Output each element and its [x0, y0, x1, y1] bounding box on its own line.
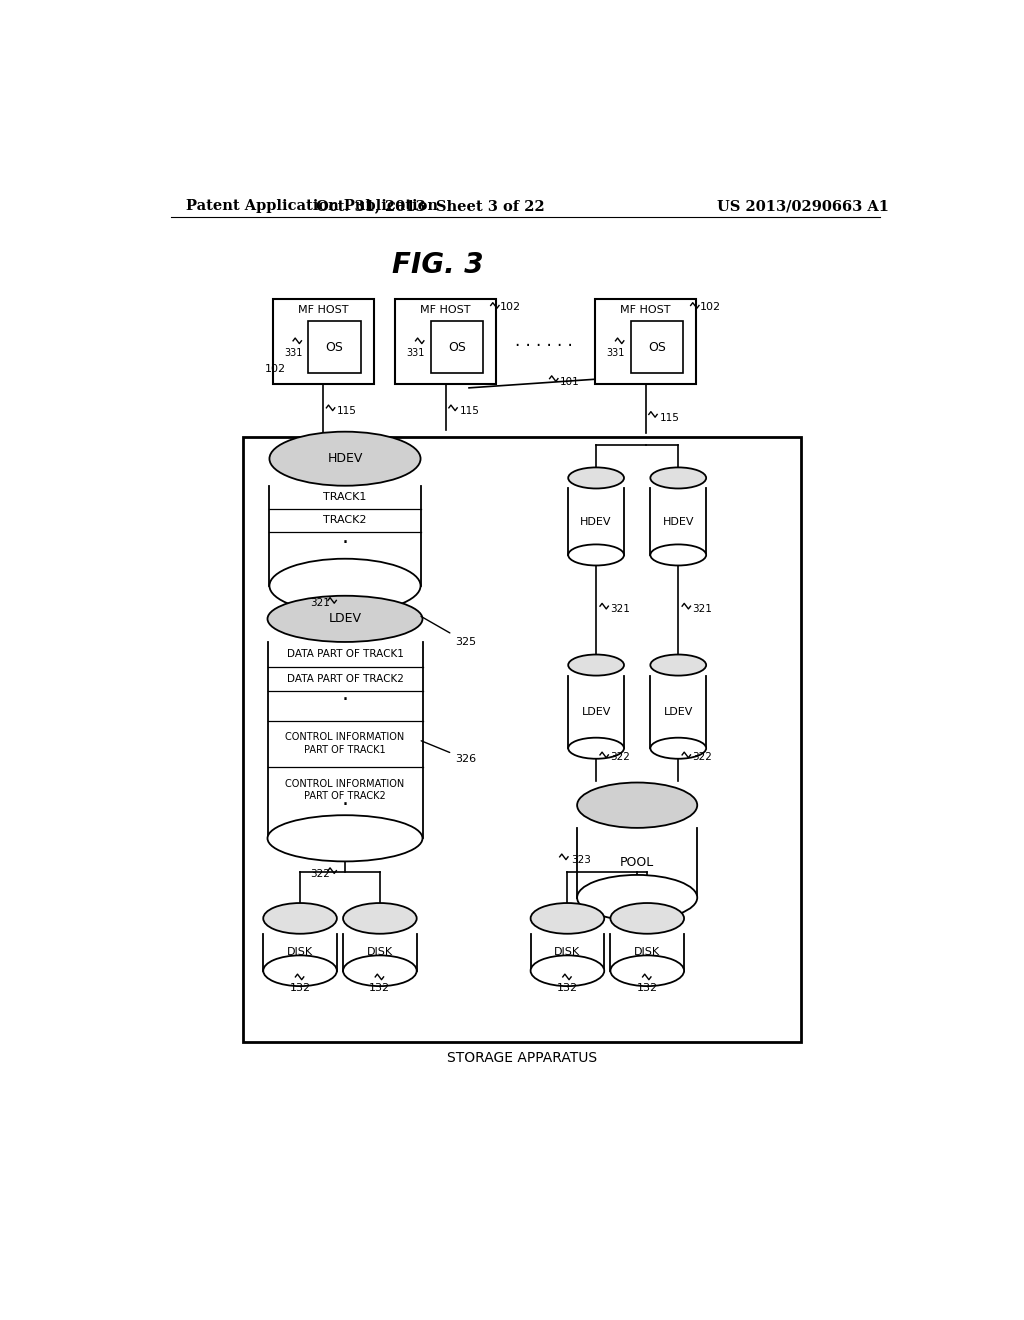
Bar [267, 642, 423, 838]
Text: 101: 101 [560, 378, 580, 388]
Text: 325: 325 [421, 616, 476, 647]
Text: DISK: DISK [554, 948, 581, 957]
Text: HDEV: HDEV [328, 453, 362, 465]
Text: 115: 115 [659, 413, 680, 422]
Ellipse shape [578, 875, 697, 920]
Text: DATA PART OF TRACK1: DATA PART OF TRACK1 [287, 649, 403, 659]
Bar [530, 933, 604, 970]
Text: . . . . . .: . . . . . . [514, 331, 572, 350]
Text: 331: 331 [284, 348, 302, 359]
Text: 132: 132 [557, 982, 578, 993]
Bar [395, 300, 496, 384]
Text: 132: 132 [370, 982, 390, 993]
Text: 102: 102 [265, 363, 287, 374]
Text: 326: 326 [421, 741, 476, 764]
Bar [650, 488, 707, 554]
Ellipse shape [650, 544, 707, 565]
Bar [578, 828, 697, 898]
Text: MF HOST: MF HOST [621, 305, 671, 315]
Ellipse shape [267, 816, 423, 862]
Text: OS: OS [648, 341, 666, 354]
Text: 132: 132 [290, 982, 310, 993]
Text: 115: 115 [337, 407, 357, 416]
Ellipse shape [568, 467, 624, 488]
Ellipse shape [530, 956, 604, 986]
Text: ·: · [341, 795, 348, 816]
Text: 321: 321 [692, 605, 712, 614]
Text: ·: · [341, 690, 348, 710]
Text: MF HOST: MF HOST [298, 305, 348, 315]
Text: MF HOST: MF HOST [421, 305, 471, 315]
Text: CONTROL INFORMATION
PART OF TRACK2: CONTROL INFORMATION PART OF TRACK2 [286, 779, 404, 801]
Text: 331: 331 [606, 348, 625, 359]
Text: HDEV: HDEV [581, 516, 612, 527]
Ellipse shape [269, 432, 421, 486]
Ellipse shape [650, 467, 707, 488]
Ellipse shape [578, 783, 697, 828]
Bar [568, 676, 624, 748]
Text: Patent Application Publication: Patent Application Publication [186, 199, 438, 213]
Text: CONTROL INFORMATION
PART OF TRACK1: CONTROL INFORMATION PART OF TRACK1 [286, 733, 404, 755]
Bar [610, 933, 684, 970]
Ellipse shape [610, 903, 684, 933]
Bar [631, 321, 683, 374]
Text: 115: 115 [460, 407, 479, 416]
Ellipse shape [610, 956, 684, 986]
Ellipse shape [650, 738, 707, 759]
Text: POOL: POOL [621, 857, 654, 870]
Ellipse shape [650, 655, 707, 676]
Text: LDEV: LDEV [664, 708, 693, 717]
Bar [269, 486, 421, 586]
Text: ·: · [341, 533, 348, 553]
Bar [595, 300, 696, 384]
Ellipse shape [263, 956, 337, 986]
Text: 321: 321 [310, 598, 330, 609]
Ellipse shape [530, 903, 604, 933]
Text: 331: 331 [407, 348, 425, 359]
Text: 322: 322 [310, 869, 330, 879]
Text: TRACK1: TRACK1 [324, 492, 367, 503]
Ellipse shape [263, 903, 337, 933]
Text: DISK: DISK [367, 948, 393, 957]
Text: 322: 322 [610, 752, 630, 762]
Text: TRACK2: TRACK2 [324, 515, 367, 525]
Bar [308, 321, 360, 374]
Text: 132: 132 [637, 982, 657, 993]
Ellipse shape [269, 558, 421, 612]
Ellipse shape [343, 903, 417, 933]
Bar [273, 300, 374, 384]
Ellipse shape [568, 655, 624, 676]
Text: OS: OS [326, 341, 343, 354]
Text: DISK: DISK [634, 948, 660, 957]
Text: LDEV: LDEV [582, 708, 610, 717]
Bar [650, 676, 707, 748]
Ellipse shape [568, 544, 624, 565]
Text: US 2013/0290663 A1: US 2013/0290663 A1 [717, 199, 889, 213]
Text: DISK: DISK [287, 948, 313, 957]
Text: 323: 323 [571, 855, 591, 865]
Bar [431, 321, 483, 374]
Text: STORAGE APPARATUS: STORAGE APPARATUS [446, 1051, 597, 1065]
Text: 102: 102 [500, 302, 521, 312]
Bar [343, 933, 417, 970]
Ellipse shape [267, 595, 423, 642]
Text: Oct. 31, 2013  Sheet 3 of 22: Oct. 31, 2013 Sheet 3 of 22 [315, 199, 545, 213]
Text: 102: 102 [700, 302, 721, 312]
Ellipse shape [568, 738, 624, 759]
Bar [263, 933, 337, 970]
Text: LDEV: LDEV [329, 612, 361, 626]
Ellipse shape [343, 956, 417, 986]
Text: FIG. 3: FIG. 3 [392, 251, 483, 279]
Text: 321: 321 [610, 605, 630, 614]
Bar [243, 437, 801, 1043]
Text: HDEV: HDEV [663, 516, 694, 527]
Text: 322: 322 [692, 752, 712, 762]
Bar [568, 488, 624, 554]
Text: OS: OS [447, 341, 466, 354]
Text: DATA PART OF TRACK2: DATA PART OF TRACK2 [287, 675, 403, 684]
